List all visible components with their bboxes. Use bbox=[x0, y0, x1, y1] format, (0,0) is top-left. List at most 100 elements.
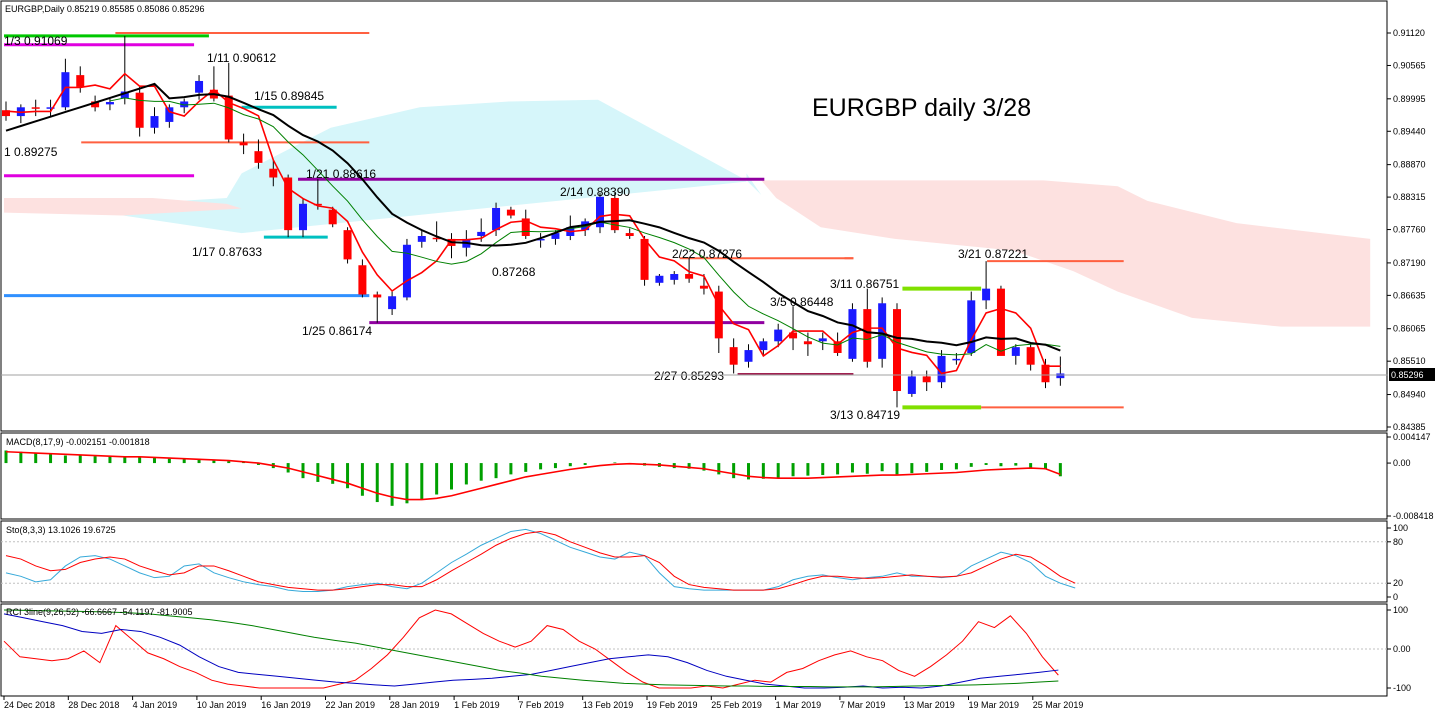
price-tick-label: 0.86635 bbox=[1393, 290, 1426, 300]
price-annotation: 2/22 0.87276 bbox=[672, 247, 742, 261]
date-tick-label: 4 Jan 2019 bbox=[133, 700, 178, 710]
chart-title: EURGBP daily 3/28 bbox=[812, 94, 1031, 122]
candle-body bbox=[432, 237, 441, 240]
cloud-bearish-right bbox=[761, 180, 1371, 327]
price-tick-label: 0.87760 bbox=[1393, 225, 1426, 235]
macd-panel: 0.004147 0.00 -0.008418 bbox=[4, 432, 1434, 521]
candle-body bbox=[120, 91, 129, 99]
rci-tick-label: 0.00 bbox=[1393, 644, 1411, 654]
candle-body bbox=[76, 75, 85, 87]
date-axis: 24 Dec 2018 28 Dec 2018 4 Jan 2019 10 Jan 2… bbox=[3, 696, 1083, 710]
candle-body bbox=[269, 168, 278, 178]
candle-body bbox=[2, 110, 10, 117]
price-annotation: 1 0.89275 bbox=[4, 145, 58, 159]
candle-body bbox=[818, 338, 827, 342]
moving-average-line bbox=[5, 82, 1061, 352]
candle-body bbox=[982, 288, 991, 301]
candle-body bbox=[922, 376, 931, 383]
price-tick-label: 0.88315 bbox=[1393, 192, 1426, 202]
date-tick-label: 1 Mar 2019 bbox=[776, 700, 822, 710]
candle-body bbox=[1011, 347, 1020, 356]
macd-label: MACD(8,17,9) -0.002151 -0.001818 bbox=[6, 437, 150, 447]
price-annotations: 1/3 0.91069 1/11 0.90612 1/15 0.89845 1 0.8… bbox=[4, 34, 1028, 422]
candle-body bbox=[937, 355, 946, 383]
price-tick-label: 0.84940 bbox=[1393, 390, 1426, 400]
macd-tick-label: -0.008418 bbox=[1393, 511, 1434, 521]
candle-body bbox=[833, 341, 842, 353]
date-tick-label: 16 Jan 2019 bbox=[261, 700, 311, 710]
candle-body bbox=[358, 265, 367, 295]
candle-body bbox=[685, 274, 694, 279]
sto-k-line bbox=[5, 528, 1076, 592]
candle-body bbox=[31, 107, 40, 109]
candle-body bbox=[878, 303, 887, 359]
date-tick-label: 22 Jan 2019 bbox=[326, 700, 376, 710]
candle-body bbox=[343, 230, 352, 260]
candle-body bbox=[521, 218, 530, 236]
candle-body bbox=[313, 203, 322, 206]
date-tick-label: 19 Feb 2019 bbox=[647, 700, 698, 710]
price-axis: 0.91120 0.90565 0.89995 0.89440 0.88870 0.883… bbox=[1387, 28, 1426, 432]
sto-label: Sto(8,3,3) 13.1026 19.6725 bbox=[6, 525, 116, 535]
candle-body bbox=[417, 235, 426, 242]
candle-body bbox=[536, 238, 545, 241]
candle-body bbox=[135, 92, 144, 128]
date-tick-label: 13 Feb 2019 bbox=[583, 700, 634, 710]
candle-body bbox=[714, 291, 723, 339]
candle-body bbox=[967, 300, 976, 353]
date-tick-label: 13 Mar 2019 bbox=[904, 700, 955, 710]
candle-body bbox=[165, 107, 174, 122]
price-tick-label: 0.85510 bbox=[1393, 356, 1426, 366]
macd-panel-frame bbox=[0, 432, 1388, 520]
price-annotation: 1/25 0.86174 bbox=[302, 324, 372, 338]
macd-tick-label: 0.004147 bbox=[1393, 432, 1431, 442]
macd-tick-label: 0.00 bbox=[1393, 458, 1411, 468]
date-tick-label: 25 Feb 2019 bbox=[711, 700, 762, 710]
candle-body bbox=[506, 209, 515, 216]
sto-tick-label: 80 bbox=[1393, 537, 1403, 547]
date-tick-label: 19 Mar 2019 bbox=[969, 700, 1020, 710]
candle-body bbox=[729, 347, 738, 365]
sto-tick-label: 20 bbox=[1393, 578, 1403, 588]
price-annotation: 1/21 0.88616 bbox=[306, 167, 376, 181]
price-tick-label: 0.86065 bbox=[1393, 324, 1426, 334]
price-tick-label: 0.87190 bbox=[1393, 258, 1426, 268]
candle-body bbox=[551, 233, 560, 239]
main-panel-frame bbox=[0, 0, 1388, 432]
candle-body bbox=[655, 275, 664, 283]
price-annotation: 3/13 0.84719 bbox=[830, 408, 900, 422]
date-tick-label: 24 Dec 2018 bbox=[4, 700, 55, 710]
price-tick-label: 0.88870 bbox=[1393, 160, 1426, 170]
date-tick-label: 7 Feb 2019 bbox=[518, 700, 564, 710]
sto-d-line bbox=[5, 530, 1076, 591]
candle-body bbox=[996, 288, 1005, 356]
price-tick-label: 0.89440 bbox=[1393, 126, 1426, 136]
price-annotation: 1/17 0.87633 bbox=[192, 245, 262, 259]
indicator-lines bbox=[5, 72, 1061, 375]
candle-body bbox=[46, 107, 55, 109]
candle-body bbox=[105, 102, 114, 105]
candle-body bbox=[373, 294, 382, 298]
support-resistance-lines bbox=[4, 32, 1124, 410]
price-tick-label: 0.91120 bbox=[1393, 28, 1425, 38]
candle-body bbox=[328, 209, 337, 225]
candle-body bbox=[195, 80, 204, 93]
candle-body bbox=[239, 142, 248, 146]
date-tick-label: 28 Dec 2018 bbox=[68, 700, 119, 710]
candle-body bbox=[893, 309, 901, 392]
candle-body bbox=[863, 309, 872, 362]
price-tick-label: 0.84385 bbox=[1393, 422, 1426, 432]
candle-body bbox=[1056, 373, 1065, 379]
candle-body bbox=[61, 72, 70, 108]
candle-body bbox=[789, 332, 798, 339]
cloud-bullish bbox=[4, 99, 762, 234]
candle-body bbox=[699, 285, 708, 289]
price-tick-label: 0.90565 bbox=[1393, 60, 1426, 70]
price-annotation: 3/21 0.87221 bbox=[958, 247, 1028, 261]
rci-panel-frame bbox=[0, 603, 1388, 697]
candle-body bbox=[477, 231, 486, 236]
sto-tick-label: 0 bbox=[1393, 592, 1398, 602]
date-tick-label: 1 Feb 2019 bbox=[454, 700, 500, 710]
price-annotation: 3/11 0.86751 bbox=[830, 277, 900, 291]
rci-tick-label: -100 bbox=[1393, 683, 1411, 693]
